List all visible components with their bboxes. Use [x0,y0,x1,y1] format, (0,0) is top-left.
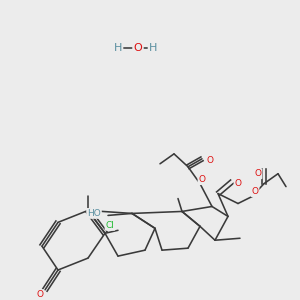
Text: O: O [206,156,214,165]
Text: O: O [254,169,262,178]
Text: O: O [37,290,44,299]
Text: O: O [235,179,242,188]
Text: O: O [199,175,206,184]
Text: H: H [114,43,122,52]
Text: O: O [251,187,259,196]
Text: O: O [134,43,142,52]
Text: Cl: Cl [106,221,114,230]
Text: H: H [149,43,157,52]
Text: HO: HO [87,209,101,218]
